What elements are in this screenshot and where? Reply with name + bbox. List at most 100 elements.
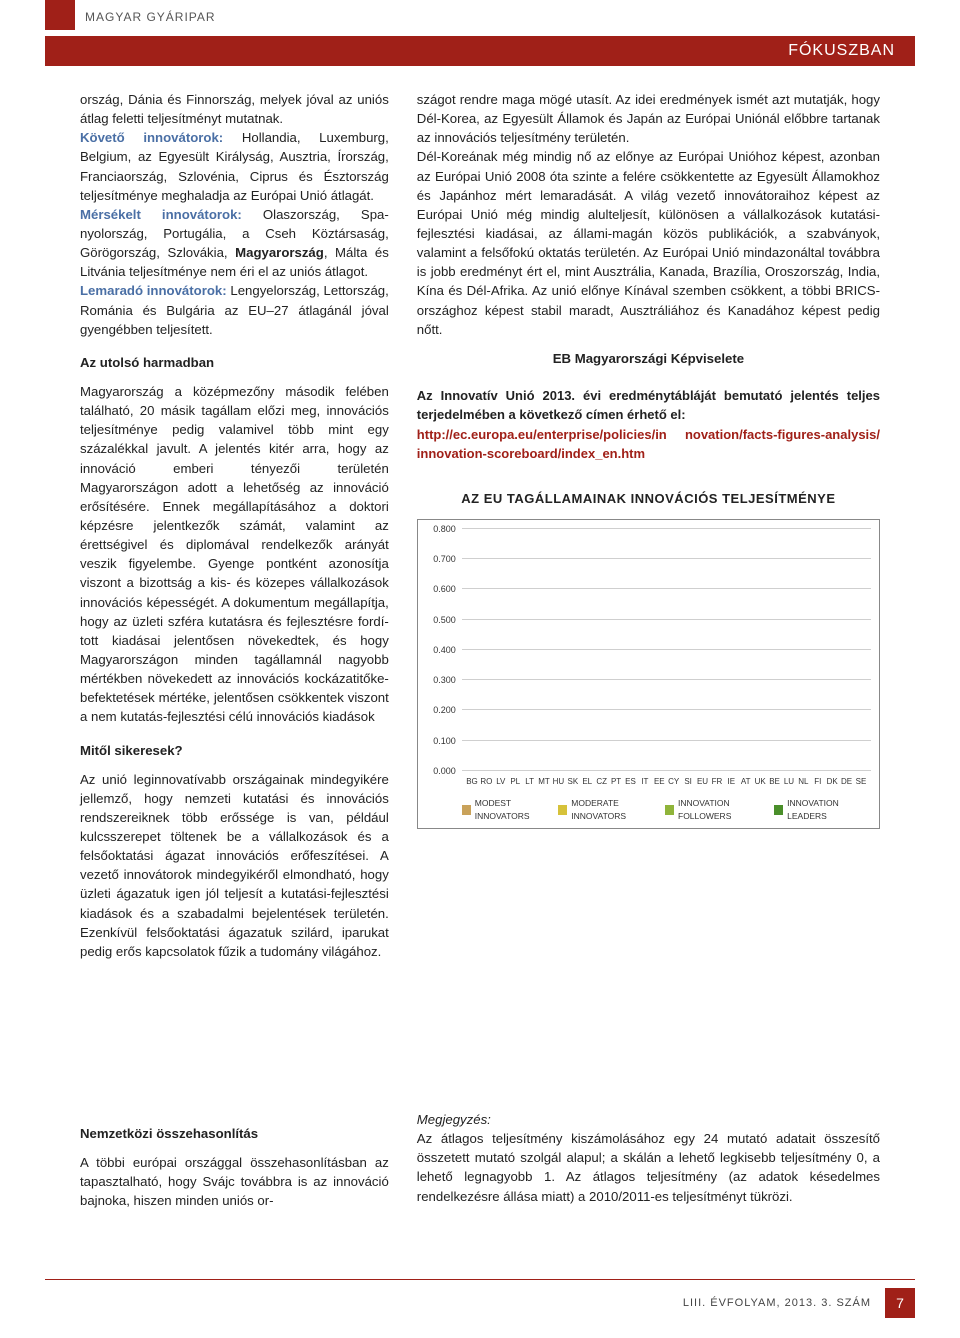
xtick-label: UK: [754, 772, 766, 788]
paragraph: Mérsékelt innovátorok: Olaszország, Spa­…: [80, 205, 389, 282]
ytick-label: 0.400: [424, 644, 456, 657]
subheading: Az utolsó harmadban: [80, 353, 389, 372]
left-column: ország, Dánia és Finnország, melyek jóva…: [80, 90, 389, 961]
xtick-label: BE: [768, 772, 780, 788]
group-label: Mérsékelt innovátorok:: [80, 207, 242, 222]
gridline: 0.100: [462, 740, 871, 741]
legend-label: INNOVATION FOLLOWERS: [678, 797, 774, 822]
ytick-label: 0.700: [424, 553, 456, 566]
xtick-label: DK: [826, 772, 838, 788]
gridline: 0.500: [462, 619, 871, 620]
subheading: Mitől sikeresek?: [80, 741, 389, 760]
note-label: Megjegyzés:: [417, 1110, 880, 1129]
xtick-label: CY: [667, 772, 679, 788]
group-label: Követő innovátorok:: [80, 130, 223, 145]
x-axis-labels: BGROLVPLLTMTHUSKELCZPTESITEECYSIEUFRIEAT…: [462, 772, 871, 788]
ytick-label: 0.200: [424, 704, 456, 717]
legend-label: MODEST INNOVATORS: [475, 797, 559, 822]
xtick-label: HU: [552, 772, 564, 788]
source-line: EB Magyarországi Képviselete: [417, 349, 880, 368]
xtick-label: FR: [711, 772, 723, 788]
xtick-label: EU: [696, 772, 708, 788]
legend-item: MODEST INNOVATORS: [462, 797, 559, 822]
xtick-label: SK: [567, 772, 579, 788]
gridline: 0.700: [462, 558, 871, 559]
bottom-right-col: Megjegyzés: Az átlagos teljesítmény kisz…: [417, 1110, 880, 1211]
xtick-label: ES: [624, 772, 636, 788]
header: MAGYAR GYÁRIPAR: [45, 10, 915, 32]
chart-legend: MODEST INNOVATORS MODERATE INNOVATORS INNO…: [462, 797, 871, 822]
xtick-label: FI: [812, 772, 824, 788]
xtick-label: DE: [840, 772, 852, 788]
legend-swatch: [558, 805, 567, 815]
ytick-label: 0.800: [424, 523, 456, 536]
page-number: 7: [885, 1288, 915, 1318]
xtick-label: BG: [466, 772, 478, 788]
footnote-area: Nemzetközi összehasonlítás A többi európ…: [80, 1110, 880, 1211]
ytick-label: 0.100: [424, 735, 456, 748]
group-label: Lemaradó innovátorok:: [80, 283, 227, 298]
legend-item: INNOVATION LEADERS: [774, 797, 871, 822]
gridline: 0.400: [462, 649, 871, 650]
xtick-label: NL: [797, 772, 809, 788]
paragraph: A többi európai országgal összehasonlítá…: [80, 1153, 389, 1210]
legend-item: INNOVATION FOLLOWERS: [665, 797, 774, 822]
xtick-label: LV: [495, 772, 507, 788]
ytick-label: 0.500: [424, 614, 456, 627]
section-band: FÓKUSZBAN: [45, 36, 915, 66]
gridline: 0.800: [462, 528, 871, 529]
report-url[interactable]: http://ec.europa.eu/enterprise/policies/…: [417, 425, 880, 464]
footer: LIII. ÉVFOLYAM, 2013. 3. SZÁM 7: [45, 1279, 915, 1318]
right-column: szágot rendre maga mögé utasít. Az idei …: [417, 90, 880, 961]
xtick-label: CZ: [595, 772, 607, 788]
gridline: 0.000: [462, 770, 871, 771]
legend-label: INNOVATION LEADERS: [787, 797, 871, 822]
xtick-label: IE: [725, 772, 737, 788]
bottom-left-col: Nemzetközi összehasonlítás A többi európ…: [80, 1110, 389, 1211]
subheading: Nemzetközi összehasonlítás: [80, 1124, 389, 1143]
chart-title: AZ EU TAGÁLLAMAINAK INNOVÁCIÓS TELJESÍTM…: [417, 490, 880, 509]
note-text: Az átlagos teljesítmény kiszámolásához e…: [417, 1129, 880, 1206]
legend-swatch: [774, 805, 783, 815]
chart-grid: 0.000 0.100 0.200 0.300 0.400 0.500 0.600 0.700…: [462, 528, 871, 770]
chart-block: AZ EU TAGÁLLAMAINAK INNOVÁCIÓS TELJESÍTM…: [417, 490, 880, 829]
xtick-label: EE: [653, 772, 665, 788]
chart-frame: 0.000 0.100 0.200 0.300 0.400 0.500 0.600 0.700…: [417, 519, 880, 829]
xtick-label: PL: [509, 772, 521, 788]
paragraph: Követő innovátorok: Hollandia, Luxemburg…: [80, 128, 389, 205]
xtick-label: MT: [538, 772, 550, 788]
paragraph: szágot rendre maga mögé utasít. Az idei …: [417, 90, 880, 147]
xtick-label: RO: [480, 772, 492, 788]
link-box: Az Innovatív Unió 2013. évi eredmény­táb…: [417, 386, 880, 464]
paragraph: Lemaradó innovátorok: Lengyelország, Let…: [80, 281, 389, 338]
xtick-label: LT: [523, 772, 535, 788]
xtick-label: SE: [855, 772, 867, 788]
xtick-label: SI: [682, 772, 694, 788]
gridline: 0.600: [462, 588, 871, 589]
paragraph: Magyarország a középmezőny második fe­lé…: [80, 382, 389, 727]
publication-name: MAGYAR GYÁRIPAR: [85, 10, 216, 24]
xtick-label: EL: [581, 772, 593, 788]
ytick-label: 0.300: [424, 674, 456, 687]
paragraph: Dél-Koreának még mindig nő az előnye az …: [417, 147, 880, 338]
main-columns: ország, Dánia és Finnország, melyek jóva…: [80, 90, 880, 961]
issue-info: LIII. ÉVFOLYAM, 2013. 3. SZÁM: [683, 1297, 871, 1309]
legend-swatch: [462, 805, 471, 815]
link-intro: Az Innovatív Unió 2013. évi eredmény­táb…: [417, 386, 880, 425]
gridline: 0.200: [462, 709, 871, 710]
gridline: 0.300: [462, 679, 871, 680]
xtick-label: LU: [783, 772, 795, 788]
xtick-label: AT: [740, 772, 752, 788]
legend-label: MODERATE INNOVATORS: [571, 797, 665, 822]
section-title: FÓKUSZBAN: [788, 42, 895, 60]
page: MAGYAR GYÁRIPAR FÓKUSZBAN ország, Dánia …: [0, 0, 960, 1338]
legend-item: MODERATE INNOVATORS: [558, 797, 665, 822]
paragraph: ország, Dánia és Finnország, melyek jóva…: [80, 90, 389, 128]
xtick-label: PT: [610, 772, 622, 788]
highlight-country: Magyarország: [235, 245, 324, 260]
xtick-label: IT: [639, 772, 651, 788]
legend-swatch: [665, 805, 674, 815]
ytick-label: 0.600: [424, 583, 456, 596]
ytick-label: 0.000: [424, 765, 456, 778]
paragraph: Az unió leginnovatívabb országainak mind…: [80, 770, 389, 961]
